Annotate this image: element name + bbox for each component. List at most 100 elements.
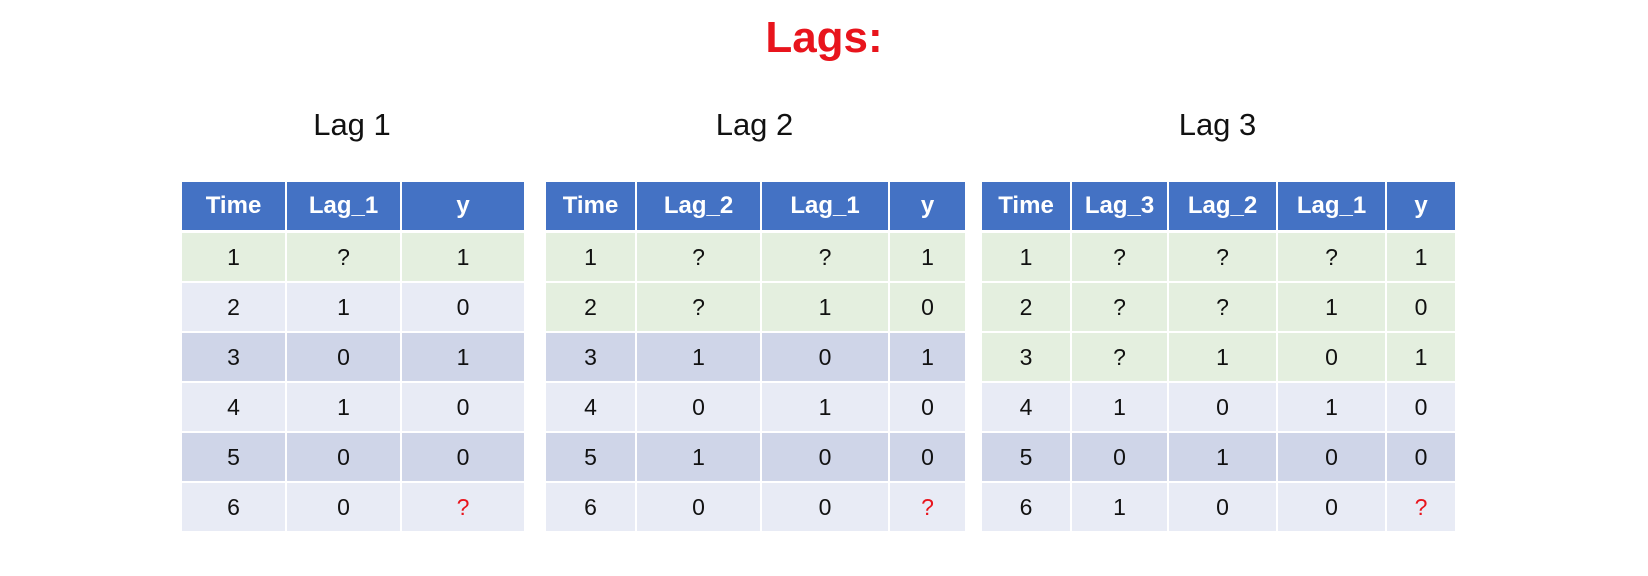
column-header: y [888,180,967,233]
table-row: 1??? 1 [980,230,1457,283]
table-cell: 4 [980,381,1072,433]
column-header: Lag_2 [635,180,762,233]
table-cell: 6 [544,481,637,533]
table-header-row: Time Lag_3 Lag_2 Lag_1 y [980,180,1457,233]
table-cell: ? [1167,281,1278,333]
panel-label-lag-2: Lag 2 [715,107,794,142]
page-title: Lags: [765,13,883,62]
lag-1-table: Time Lag_1 y 1? 1 2 1 0 3 0 1 4 1 0 5 0 0 6 0? [180,180,526,533]
table-cell: 4 [544,381,637,433]
table-cell: 2 [180,281,287,333]
table-cell: 5 [180,431,287,483]
column-header: Lag_1 [285,180,402,233]
table-cell: 0 [1276,481,1387,533]
table-cell: 3 [180,331,287,383]
table-cell: 2 [980,281,1072,333]
table-cell: 1 [635,331,762,383]
lag-2-table: Time Lag_2 Lag_1 y 1?? 1 2? 1 0 3 1 0 1 4 0 1 0 5 1 0 0 6 0 0? [544,180,967,533]
table-cell: ? [1070,230,1169,283]
column-header: Lag_2 [1167,180,1278,233]
table-cell: 3 [980,331,1072,383]
table-cell: 3 [544,331,637,383]
table-cell: 0 [888,431,967,483]
table-cell: 0 [888,381,967,433]
table-cell: 0 [400,431,526,483]
table-cell: ? [760,230,890,283]
table-cell: 0 [1385,281,1457,333]
table-cell: 5 [980,431,1072,483]
table-cell: 1 [400,331,526,383]
table-cell: 2 [544,281,637,333]
column-header: y [1385,180,1457,233]
table-cell: 1 [1070,481,1169,533]
column-header: Lag_1 [1276,180,1387,233]
table-cell: 1 [285,281,402,333]
table-cell: 1 [888,331,967,383]
table-cell: 0 [1070,431,1169,483]
table-cell: 0 [635,481,762,533]
table-cell: 0 [400,381,526,433]
table-row: 2?? 1 0 [980,281,1457,333]
column-header: Lag_3 [1070,180,1169,233]
column-header: Time [544,180,637,233]
table-cell: 1 [1276,381,1387,433]
table-cell: 1 [1385,331,1457,383]
table-cell: 6 [180,481,287,533]
table-header-row: Time Lag_1 y [180,180,526,233]
table-cell: ? [285,230,402,283]
table-cell: 0 [760,481,890,533]
table-cell: 0 [400,281,526,333]
panel-label-lag-1: Lag 1 [313,107,391,142]
table-cell: ? [1167,230,1278,283]
table-cell: 1 [1385,230,1457,283]
table-cell: 1 [544,230,637,283]
table-cell: 1 [180,230,287,283]
table-cell: 1 [635,431,762,483]
table-cell: 0 [285,481,402,533]
column-header: Time [980,180,1072,233]
table-cell: 1 [1167,431,1278,483]
table-cell: 1 [1167,331,1278,383]
table-cell: 0 [760,431,890,483]
column-header: y [400,180,526,233]
table-cell: 1 [285,381,402,433]
table-cell: 0 [1276,431,1387,483]
table-cell: 0 [1167,481,1278,533]
table-cell: 0 [285,331,402,383]
table-row: 3? 1 0 1 [980,331,1457,383]
table-cell: ? [1070,331,1169,383]
lag-1-panel: Lag 1 Time Lag_1 y 1? 1 2 1 0 3 0 1 4 1 0 5 0 0 6 0? [180,98,526,533]
lag-3-panel: Lag 3 Time Lag_3 Lag_2 Lag_1 y 1??? 1 2?? 1 0 3? 1… [980,98,1457,533]
panel-label-lag-3: Lag 3 [1178,107,1257,142]
table-cell: 0 [1167,381,1278,433]
table-cell: 6 [980,481,1072,533]
column-header: Time [180,180,287,233]
table-row: 6 0 0? [544,481,967,533]
table-cell: 0 [1385,381,1457,433]
table-cell: 1 [980,230,1072,283]
table-cell: ? [400,481,526,533]
lag-2-panel: Lag 2 Time Lag_2 Lag_1 y 1?? 1 2? 1 0 3 1 0 1 4 0 1 0 5 1… [544,98,967,533]
table-cell: 1 [760,381,890,433]
table-cell: ? [1385,481,1457,533]
table-cell: 0 [1385,431,1457,483]
table-cell: 1 [400,230,526,283]
table-row: 2? 1 0 [544,281,967,333]
table-cell: 1 [888,230,967,283]
table-row: 1?? 1 [544,230,967,283]
table-cell: ? [635,281,762,333]
table-cell: 4 [180,381,287,433]
table-row: 6 1 0 0? [980,481,1457,533]
table-cell: ? [635,230,762,283]
table-header-row: Time Lag_2 Lag_1 y [544,180,967,233]
table-row: 1? 1 [180,230,526,283]
table-row: 6 0? [180,481,526,533]
